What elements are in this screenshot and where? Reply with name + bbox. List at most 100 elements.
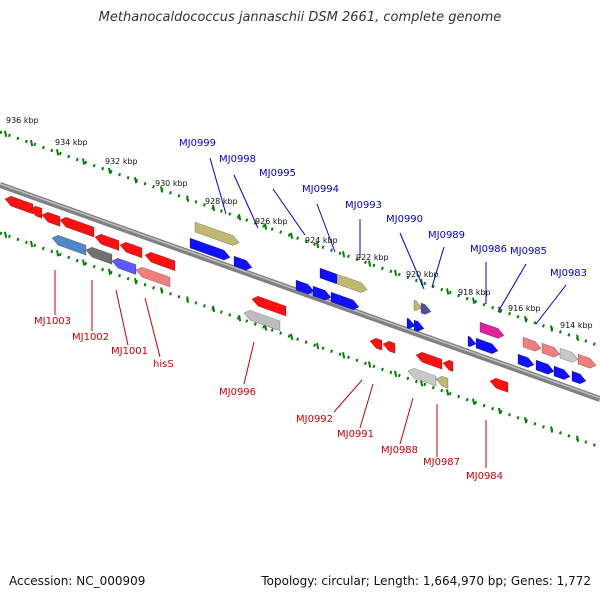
scale-tick-label: 918 kbp — [458, 288, 491, 297]
scale-tick-mark — [290, 333, 294, 340]
gene-label-mj0999[interactable]: MJ0999 — [179, 138, 216, 149]
gene-box[interactable] — [369, 335, 384, 351]
gene-box[interactable] — [420, 300, 432, 315]
gene-label-mj1002[interactable]: MJ1002 — [72, 332, 109, 343]
gene-box[interactable] — [479, 319, 505, 339]
gene-box[interactable] — [382, 338, 397, 354]
callout-line — [144, 297, 161, 358]
gene-box[interactable] — [413, 297, 423, 312]
scale-tick-mark — [4, 130, 8, 137]
scale-tick-mark — [394, 370, 398, 378]
scale-tick-mark — [186, 195, 190, 202]
gene-box[interactable] — [119, 239, 144, 259]
scale-tick-mark — [550, 426, 554, 433]
gene-label-mj0988[interactable]: MJ0988 — [381, 445, 418, 456]
gene-features — [4, 193, 597, 393]
gene-box[interactable] — [330, 289, 360, 311]
callout-line — [535, 284, 567, 325]
gene-box[interactable] — [189, 235, 231, 261]
gene-box[interactable] — [51, 232, 88, 256]
gene-box[interactable] — [553, 363, 571, 380]
gene-box[interactable] — [517, 351, 535, 368]
gene-box[interactable] — [243, 307, 282, 332]
gene-box[interactable] — [233, 253, 253, 271]
gene-label-mj0992[interactable]: MJ0992 — [296, 414, 333, 425]
gene-box[interactable] — [406, 315, 416, 330]
gene-box[interactable] — [541, 340, 561, 358]
gene-box[interactable] — [144, 249, 177, 272]
gene-label-mj0994[interactable]: MJ0994 — [302, 184, 339, 195]
gene-box[interactable] — [415, 349, 444, 370]
gene-label-mj1003[interactable]: MJ1003 — [34, 316, 71, 327]
scale-tick-mark — [472, 297, 476, 304]
gene-box[interactable] — [85, 244, 114, 265]
gene-box[interactable] — [194, 219, 240, 246]
gene-box[interactable] — [535, 357, 555, 375]
gene-box[interactable] — [94, 231, 121, 251]
gene-label-mj0985[interactable]: MJ0985 — [510, 246, 547, 257]
gene-box[interactable] — [295, 277, 315, 295]
gene-label-hiss[interactable]: hisS — [153, 359, 174, 370]
scale-tick-label: 930 kbp — [155, 179, 188, 188]
gene-box[interactable] — [59, 214, 96, 238]
gene-label-mj0996[interactable]: MJ0996 — [219, 387, 256, 398]
scale-tick-mark — [498, 407, 502, 415]
scale-tick-mark — [134, 277, 138, 285]
gene-box[interactable] — [442, 357, 455, 372]
scale-tick-mark — [524, 316, 528, 323]
gene-box[interactable] — [467, 333, 477, 348]
gene-box[interactable] — [413, 317, 425, 332]
gene-box[interactable] — [111, 255, 138, 275]
gene-label-mj0983[interactable]: MJ0983 — [550, 268, 587, 279]
gene-box[interactable] — [407, 365, 438, 387]
callout-line — [209, 157, 227, 215]
scale-tick-mark — [576, 334, 580, 341]
gene-label-mj0989[interactable]: MJ0989 — [428, 230, 465, 241]
scale-tick-mark — [108, 167, 112, 175]
gene-label-mj0990[interactable]: MJ0990 — [386, 214, 423, 225]
scale-tick-mark — [368, 361, 372, 368]
gene-box[interactable] — [312, 283, 332, 301]
page-title: Methanocaldococcus jannaschii DSM 2661, … — [98, 10, 502, 25]
callout-line — [359, 383, 374, 429]
scale-tick-mark — [342, 251, 346, 258]
scale-tick-mark — [394, 269, 398, 277]
gene-box[interactable] — [4, 193, 35, 215]
gene-box[interactable] — [559, 345, 579, 363]
callout-line — [316, 203, 336, 253]
scale-tick-mark — [446, 288, 450, 295]
gene-label-mj0991[interactable]: MJ0991 — [337, 429, 374, 440]
gene-box[interactable] — [336, 271, 368, 293]
gene-box[interactable] — [577, 351, 597, 369]
gene-box[interactable] — [135, 264, 172, 288]
gene-label-mj0995[interactable]: MJ0995 — [259, 168, 296, 179]
gene-box[interactable] — [41, 209, 62, 227]
gene-box[interactable] — [251, 293, 288, 317]
scale-tick-mark — [420, 379, 424, 387]
gene-box[interactable] — [489, 375, 510, 393]
scale-tick-mark — [212, 305, 216, 313]
genome-backbone — [0, 182, 600, 402]
scale-tick-mark — [550, 325, 554, 332]
gene-box[interactable] — [522, 334, 542, 352]
scale-tick-mark — [316, 342, 320, 350]
accession-label: Accession: NC_000909 — [9, 574, 146, 588]
scale-tick-label: 932 kbp — [105, 157, 138, 166]
gene-label-mj0984[interactable]: MJ0984 — [466, 471, 503, 482]
scale-tick-labels: 936 kbp 934 kbp 932 kbp 930 kbp 928 kbp 926 k… — [6, 116, 593, 330]
scale-tick-mark — [4, 231, 8, 238]
callout-line — [233, 174, 259, 229]
gene-label-mj0986[interactable]: MJ0986 — [470, 244, 507, 255]
scale-tick-mark — [576, 435, 580, 442]
gene-box[interactable] — [475, 335, 499, 355]
gene-box[interactable] — [435, 373, 450, 389]
gene-box[interactable] — [29, 203, 44, 219]
gene-label-mj0993[interactable]: MJ0993 — [345, 200, 382, 211]
gene-label-mj1001[interactable]: MJ1001 — [111, 346, 148, 357]
gene-label-mj0998[interactable]: MJ0998 — [219, 154, 256, 165]
gene-label-mj0987[interactable]: MJ0987 — [423, 457, 460, 468]
scale-tick-mark — [290, 232, 294, 239]
scale-tick-mark — [134, 176, 138, 184]
gene-box[interactable] — [571, 368, 587, 385]
scale-tick-mark — [368, 260, 372, 267]
